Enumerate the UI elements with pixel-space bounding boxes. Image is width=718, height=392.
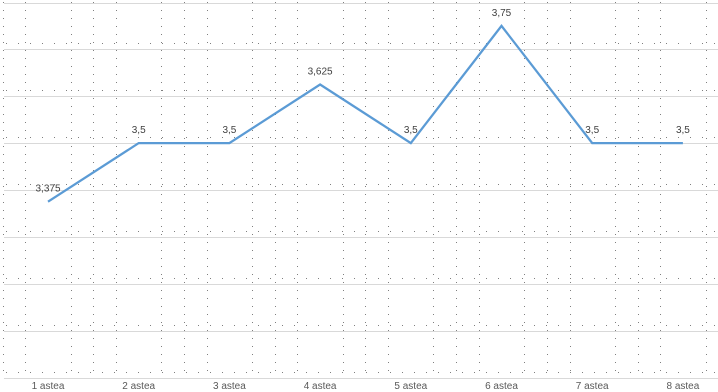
x-tick-label: 7 astea [576,381,609,392]
x-tick-label: 8 astea [666,381,699,392]
data-label: 3,5 [404,125,418,136]
data-label: 3,75 [492,8,512,19]
data-label: 3,5 [222,125,236,136]
x-tick-label: 6 astea [485,381,518,392]
data-label: 3,5 [585,125,599,136]
x-tick-label: 4 astea [304,381,337,392]
data-label: 3,375 [35,184,60,195]
x-axis-tick-labels: 1 astea 2 astea 3 astea 4 astea 5 astea 6 ast… [32,381,700,392]
x-tick-label: 1 astea [32,381,65,392]
series-line [47,24,683,203]
data-label: 3,625 [308,67,333,78]
series-group [47,24,683,203]
data-label: 3,5 [676,125,690,136]
data-labels: 3,375 3,5 3,5 3,625 3,5 3,75 3,5 3,5 [35,8,690,195]
x-tick-label: 5 astea [394,381,427,392]
grid [3,2,718,379]
data-label: 3,5 [132,125,146,136]
x-tick-label: 2 astea [122,381,155,392]
x-tick-label: 3 astea [213,381,246,392]
